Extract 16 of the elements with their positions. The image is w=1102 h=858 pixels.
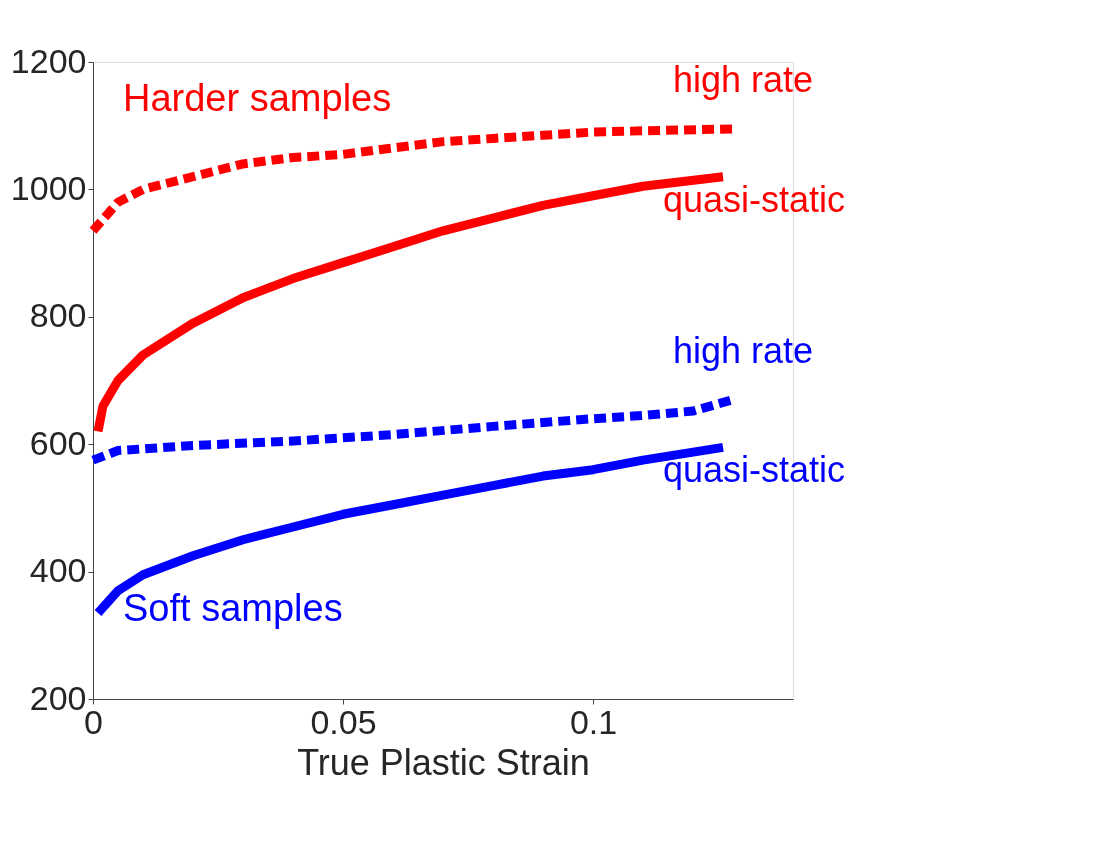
x-axis-title: True Plastic Strain (297, 741, 590, 783)
y-tick-label: 400 (29, 551, 87, 590)
x-tick-label: 0.05 (310, 702, 377, 741)
x-tick-label: 0 (84, 702, 103, 741)
series-label: quasi-static (663, 449, 846, 491)
y-tick-label: 200 (29, 678, 87, 717)
annotation: Harder samples (123, 77, 392, 119)
series-label: quasi-static (663, 178, 846, 220)
y-tick-label: 1000 (10, 168, 87, 207)
y-tick-label: 800 (29, 296, 87, 335)
series-label: high rate (673, 58, 814, 100)
y-tick-label: 600 (29, 423, 87, 462)
annotation: Soft samples (123, 587, 343, 629)
y-tick-label: 1200 (10, 41, 87, 80)
series-label: high rate (673, 329, 814, 371)
x-tick-label: 0.1 (569, 702, 618, 741)
